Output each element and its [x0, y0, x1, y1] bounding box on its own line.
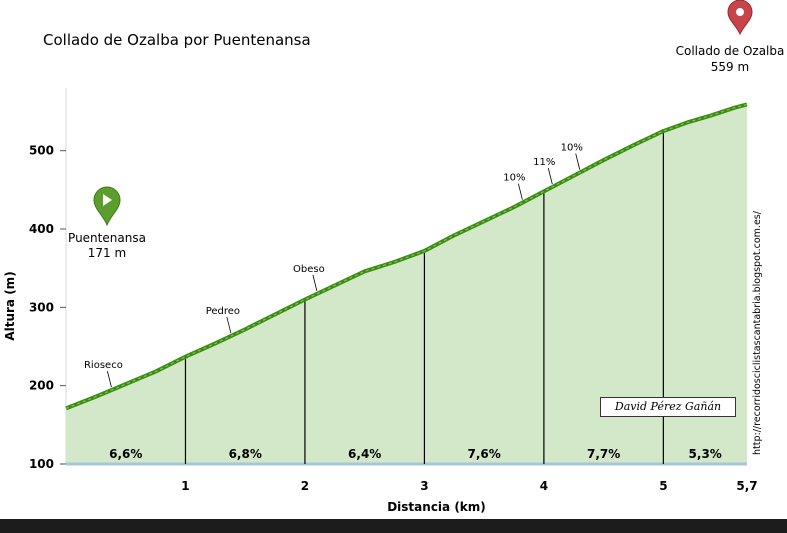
- start-marker-icon: [93, 186, 121, 227]
- annotation-leader: [518, 183, 523, 200]
- summit-marker-dot: [736, 8, 744, 16]
- x-tick-label: 5,7: [736, 479, 757, 493]
- annotation-label: Rioseco: [84, 360, 123, 371]
- annotation-leader: [575, 153, 581, 170]
- profile-line-highlight: [65, 103, 748, 409]
- x-tick-label: 5: [659, 479, 667, 493]
- summit-label: Collado de Ozalba 559 m: [664, 43, 787, 75]
- start-elevation: 171 m: [87, 246, 127, 260]
- start-label: Puentenansa 171 m: [57, 231, 157, 261]
- start-name: Puentenansa: [68, 231, 146, 245]
- segment-gradient-label: 7,6%: [468, 447, 501, 461]
- annotation-label: Pedreo: [206, 306, 240, 317]
- annotation-label: 10%: [561, 143, 583, 154]
- y-tick-label: 500: [29, 144, 54, 158]
- y-tick-label: 400: [29, 222, 54, 236]
- annotation-leader: [226, 316, 232, 334]
- x-tick-label: 4: [540, 479, 548, 493]
- profile-area: [66, 104, 747, 464]
- x-tick-label: 3: [420, 479, 428, 493]
- annotation-label: Obeso: [293, 264, 325, 275]
- segment-gradient-label: 6,8%: [229, 447, 262, 461]
- annotation-label: 11%: [533, 157, 555, 168]
- segment-gradient-label: 5,3%: [689, 447, 722, 461]
- segment-gradient-label: 7,7%: [587, 447, 620, 461]
- summit-elevation: 559 m: [710, 60, 750, 74]
- bottom-bar: [0, 519, 787, 533]
- y-tick-label: 200: [29, 379, 54, 393]
- annotation-label: 10%: [503, 173, 525, 184]
- play-icon: [103, 194, 112, 206]
- y-tick-label: 300: [29, 300, 54, 314]
- x-tick-label: 1: [181, 479, 189, 493]
- author-credit: David Pérez Gañán: [600, 397, 736, 417]
- segment-gradient-label: 6,4%: [348, 447, 381, 461]
- x-axis-title: Distancia (km): [387, 500, 486, 514]
- y-axis-title: Altura (m): [3, 271, 17, 340]
- summit-name: Collado de Ozalba: [675, 44, 785, 58]
- annotation-leader: [547, 167, 553, 185]
- segment-gradient-label: 6,6%: [109, 447, 142, 461]
- annotation-leader: [107, 371, 112, 388]
- blog-url: http://recorridosciclistascantabria.blog…: [752, 211, 763, 455]
- chart-title: Collado de Ozalba por Puentenansa: [43, 31, 311, 49]
- y-tick-label: 100: [29, 457, 54, 471]
- summit-marker-icon: [727, 0, 753, 36]
- x-tick-label: 2: [301, 479, 309, 493]
- annotation-leader: [312, 274, 318, 291]
